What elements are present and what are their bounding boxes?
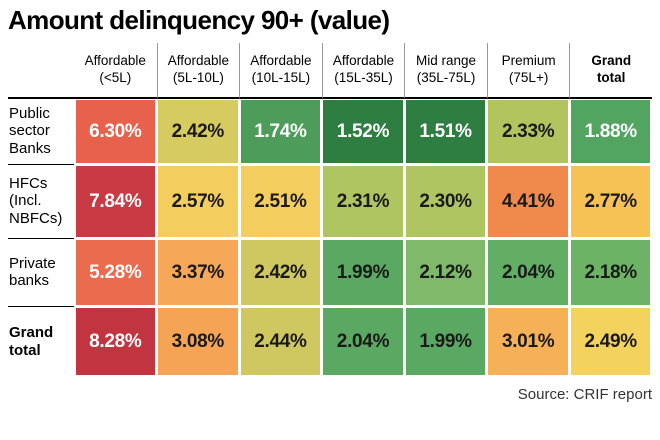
heatmap-cell: 2.44% [240, 308, 321, 376]
row-label: Public sector Banks [8, 98, 74, 165]
heatmap-cell: 2.33% [488, 100, 568, 164]
heatmap-cell: 2.42% [158, 100, 238, 164]
row-label: Private banks [8, 238, 74, 307]
column-header: Mid range (35L-75L) [404, 42, 487, 99]
column-header: Affordable (5L-10L) [156, 42, 240, 99]
heatmap-cell: 5.28% [75, 240, 156, 306]
heatmap-cell: 2.18% [570, 240, 651, 306]
heatmap-cell: 2.04% [488, 240, 568, 306]
heatmap-cell: 2.04% [323, 308, 403, 376]
heatmap-cell: 4.41% [488, 166, 568, 238]
corner-cell [8, 43, 74, 99]
heatmap-cell: 1.52% [323, 100, 403, 164]
row-label: HFCs (Incl. NBFCs) [8, 164, 74, 239]
heatmap-cell: 8.28% [75, 308, 156, 376]
heatmap-cell: 1.88% [570, 100, 651, 164]
chart-title: Amount delinquency 90+ (value) [8, 5, 390, 35]
heatmap-cell: 2.51% [240, 166, 321, 238]
column-header: Affordable (15L-35L) [321, 42, 405, 99]
heatmap-cell: 3.08% [158, 308, 238, 376]
heatmap-cell: 2.77% [570, 166, 651, 238]
heatmap-cell: 7.84% [75, 166, 156, 238]
heatmap-cell: 2.57% [158, 166, 238, 238]
heatmap-cell: 6.30% [75, 100, 156, 164]
heatmap-cell: 1.51% [405, 100, 486, 164]
source-note: Source: CRIF report [517, 385, 652, 403]
heatmap-cell: 2.49% [570, 308, 651, 376]
column-header: Affordable (<5L) [74, 43, 157, 99]
heatmap-cell: 3.37% [158, 240, 238, 306]
heatmap-cell: 2.31% [323, 166, 403, 238]
column-header: Premium (75L+) [486, 42, 570, 99]
heatmap-cell: 2.30% [405, 166, 486, 238]
heatmap-cell: 3.01% [488, 308, 568, 376]
heatmap-cell: 1.74% [240, 100, 321, 164]
heatmap-cell: 2.42% [240, 240, 321, 306]
heatmap-cell: 1.99% [405, 308, 486, 376]
heatmap-cell: 1.99% [323, 240, 403, 306]
column-header: Grand total [569, 42, 652, 99]
column-header: Affordable (10L-15L) [239, 42, 322, 99]
heatmap-cell: 2.12% [405, 240, 486, 306]
heatmap-table: Affordable (<5L) Affordable (5L-10L) Affor… [8, 42, 652, 377]
row-label: Grand total [8, 306, 74, 377]
